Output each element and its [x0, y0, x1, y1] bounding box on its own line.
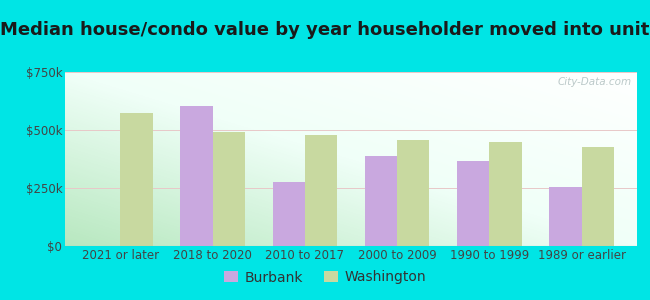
- Bar: [489, 142, 522, 246]
- Bar: [120, 112, 153, 246]
- Bar: [582, 147, 614, 246]
- Bar: [272, 182, 305, 246]
- Bar: [213, 132, 245, 246]
- Text: Median house/condo value by year householder moved into unit: Median house/condo value by year househo…: [0, 21, 650, 39]
- Text: City-Data.com: City-Data.com: [557, 77, 631, 87]
- Bar: [365, 155, 397, 246]
- Bar: [180, 106, 213, 246]
- Legend: Burbank, Washington: Burbank, Washington: [218, 265, 432, 290]
- Bar: [549, 187, 582, 246]
- Bar: [305, 135, 337, 246]
- Bar: [397, 140, 430, 246]
- Bar: [457, 161, 489, 246]
